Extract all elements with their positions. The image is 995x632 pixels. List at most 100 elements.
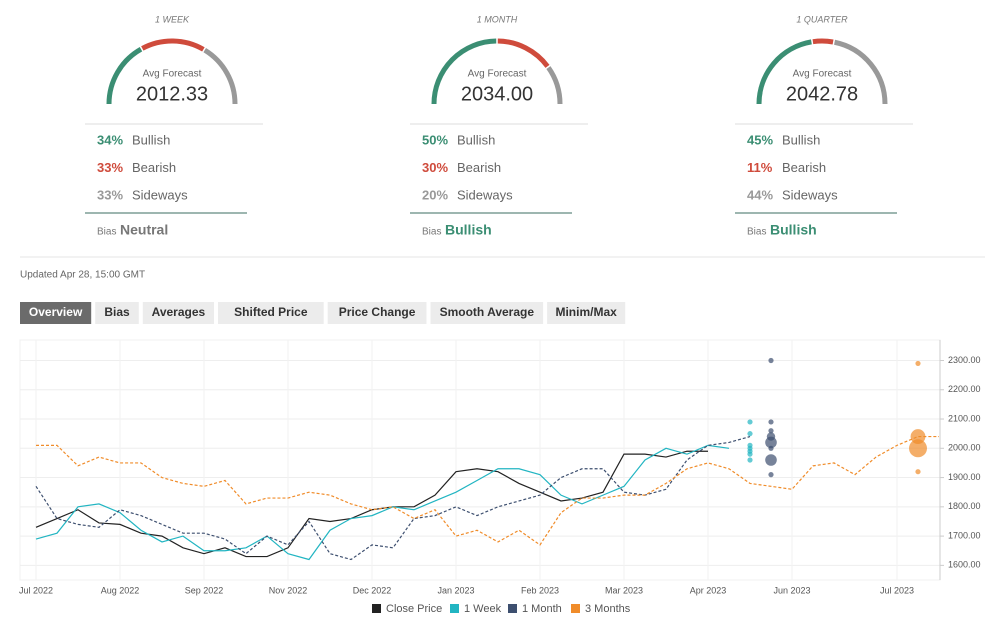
x-tick-label: Aug 2022 — [101, 585, 140, 595]
sideways-pct: 20% — [422, 187, 448, 202]
gauge-arc — [203, 48, 238, 105]
forecast-point — [915, 360, 921, 367]
x-tick-label: Mar 2023 — [605, 585, 643, 595]
gauge-arc — [106, 46, 143, 105]
forecast-point — [909, 439, 927, 458]
tab-label[interactable]: Price Change — [339, 305, 416, 319]
gauge-label: Avg Forecast — [793, 69, 852, 80]
tab-button[interactable] — [95, 302, 139, 324]
forecast-point — [768, 472, 774, 478]
tab-button[interactable] — [20, 302, 92, 324]
tab-label[interactable]: Minim/Max — [555, 305, 617, 319]
legend-swatch — [372, 604, 381, 613]
tab-button[interactable] — [430, 302, 544, 324]
tab-button[interactable] — [327, 302, 427, 324]
bearish-label: Bearish — [132, 160, 176, 175]
series-line — [35, 436, 751, 561]
x-tick-label: Apr 2023 — [690, 585, 727, 595]
y-tick-label: 2100.00 — [948, 413, 981, 423]
x-tick-label: Nov 2022 — [269, 585, 308, 595]
forecast-point — [747, 419, 753, 425]
sideways-label: Sideways — [132, 187, 188, 202]
bias-value: Neutral — [120, 222, 168, 238]
y-tick-label: 2200.00 — [948, 384, 981, 394]
x-tick-label: Jul 2023 — [880, 585, 914, 595]
bullish-pct: 34% — [97, 132, 123, 147]
legend-swatch — [508, 604, 517, 613]
x-tick-label: Feb 2023 — [521, 585, 559, 595]
legend-label: 3 Months — [585, 603, 631, 615]
forecast-point — [768, 445, 774, 451]
gauge-arc — [546, 66, 563, 105]
sideways-pct: 33% — [97, 187, 123, 202]
bearish-label: Bearish — [457, 160, 501, 175]
bias-value: Bullish — [445, 222, 492, 238]
sideways-label: Sideways — [457, 187, 513, 202]
gauge-period: 1 WEEK — [155, 14, 190, 24]
bias-label: Bias — [97, 227, 116, 238]
tab-button[interactable] — [547, 302, 626, 324]
y-tick-label: 1900.00 — [948, 472, 981, 482]
forecast-point — [768, 428, 774, 434]
gauge-value: 2012.33 — [136, 83, 208, 105]
bullish-label: Bullish — [457, 132, 495, 147]
gauge-arc — [834, 39, 888, 105]
tab-button[interactable] — [218, 302, 324, 324]
y-tick-label: 1600.00 — [948, 560, 981, 570]
y-tick-label: 2000.00 — [948, 443, 981, 453]
gauge-label: Avg Forecast — [143, 69, 202, 80]
gauge-period: 1 MONTH — [477, 14, 518, 24]
gauge-arc — [141, 38, 205, 52]
gauge-value: 2042.78 — [786, 83, 858, 105]
bearish-pct: 11% — [747, 160, 773, 175]
forecast-point — [768, 419, 774, 425]
gauge-label: Avg Forecast — [468, 69, 527, 80]
bearish-label: Bearish — [782, 160, 826, 175]
forecast-point — [765, 454, 777, 466]
bullish-label: Bullish — [132, 132, 170, 147]
forecast-point — [747, 431, 753, 437]
tab-label[interactable]: Smooth Average — [440, 305, 535, 319]
gauge-value: 2034.00 — [461, 83, 533, 105]
gauge-arc — [812, 38, 834, 45]
forecast-point — [747, 451, 753, 457]
tab-button[interactable] — [142, 302, 214, 324]
gauge-period: 1 QUARTER — [796, 14, 848, 24]
forecast-point — [915, 469, 921, 475]
tab-label[interactable]: Overview — [29, 305, 83, 319]
series-line — [36, 435, 939, 546]
forecast-point — [747, 457, 753, 463]
x-tick-label: Sep 2022 — [185, 585, 224, 595]
bias-value: Bullish — [770, 222, 817, 238]
legend-label: 1 Week — [464, 603, 502, 615]
sideways-pct: 44% — [747, 187, 773, 202]
y-tick-label: 2300.00 — [948, 355, 981, 365]
tab-label[interactable]: Bias — [104, 305, 130, 319]
x-tick-label: Jun 2023 — [773, 585, 810, 595]
x-tick-label: Jan 2023 — [437, 585, 474, 595]
legend-label: 1 Month — [522, 603, 562, 615]
x-tick-label: Dec 2022 — [353, 585, 392, 595]
bearish-pct: 30% — [422, 160, 448, 175]
plot-area — [19, 339, 941, 581]
legend-swatch — [450, 604, 459, 613]
gauge-arc — [497, 38, 550, 68]
legend-swatch — [571, 604, 580, 613]
bullish-pct: 45% — [747, 132, 773, 147]
series-line — [35, 444, 730, 561]
bias-label: Bias — [422, 227, 441, 238]
bias-label: Bias — [747, 227, 766, 238]
y-tick-label: 1700.00 — [948, 530, 981, 540]
forecast-point — [765, 436, 777, 449]
bullish-label: Bullish — [782, 132, 820, 147]
forecast-point — [768, 357, 774, 364]
legend-label: Close Price — [386, 603, 442, 615]
gauge-arc — [431, 38, 497, 105]
sideways-label: Sideways — [782, 187, 838, 202]
updated-note: Updated Apr 28, 15:00 GMT — [20, 270, 145, 281]
gauge-arc — [756, 39, 812, 105]
tab-label[interactable]: Averages — [152, 305, 206, 319]
tab-label[interactable]: Shifted Price — [234, 305, 308, 319]
